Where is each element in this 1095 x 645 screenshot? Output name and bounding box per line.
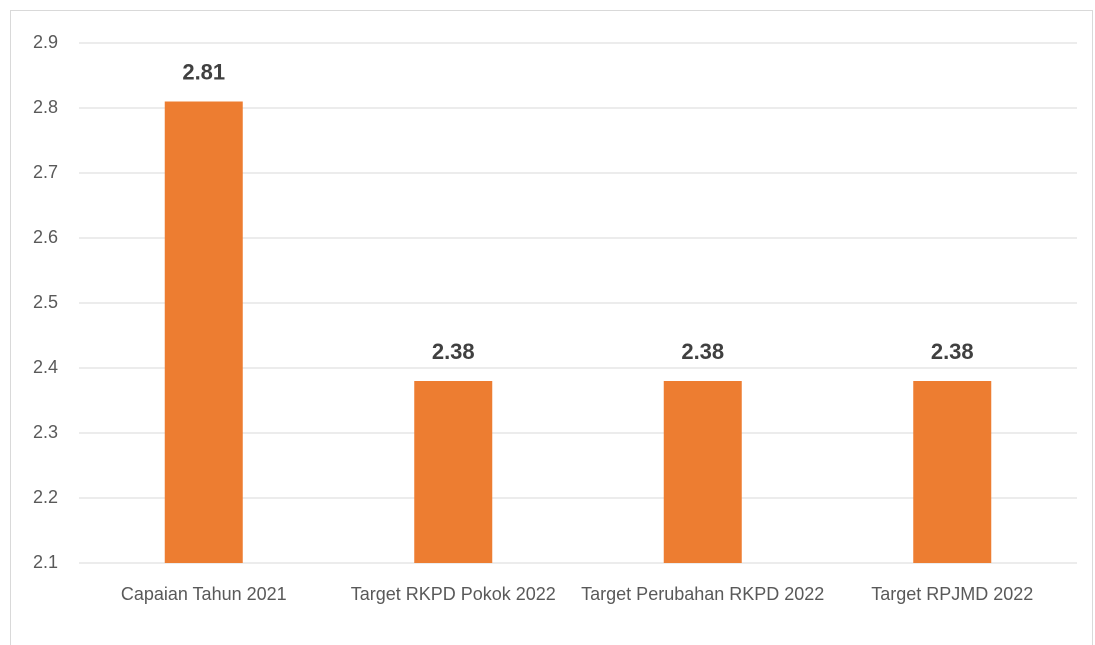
- data-label: 2.38: [681, 339, 724, 364]
- bar: [663, 381, 742, 563]
- x-tick-label: Target Perubahan RKPD 2022: [581, 584, 825, 604]
- y-tick-label: 2.4: [33, 357, 58, 377]
- y-tick-label: 2.6: [33, 227, 58, 247]
- y-tick-label: 2.8: [33, 97, 58, 117]
- x-tick-label: Target RPJMD 2022: [871, 584, 1034, 604]
- y-tick-label: 2.7: [33, 162, 58, 182]
- bar: [164, 101, 243, 563]
- chart-border: [10, 10, 1093, 645]
- y-tick-label: 2.3: [33, 422, 58, 442]
- data-label: 2.38: [931, 339, 974, 364]
- y-tick-label: 2.5: [33, 292, 58, 312]
- bar: [913, 381, 992, 563]
- data-label: 2.81: [182, 59, 225, 84]
- x-tick-label: Target RKPD Pokok 2022: [350, 584, 556, 604]
- y-tick-label: 2.2: [33, 487, 58, 507]
- x-tick-label: Capaian Tahun 2021: [120, 584, 287, 604]
- bar: [414, 381, 493, 563]
- y-tick-label: 2.1: [33, 552, 58, 572]
- y-tick-label: 2.9: [33, 32, 58, 52]
- data-label: 2.38: [432, 339, 475, 364]
